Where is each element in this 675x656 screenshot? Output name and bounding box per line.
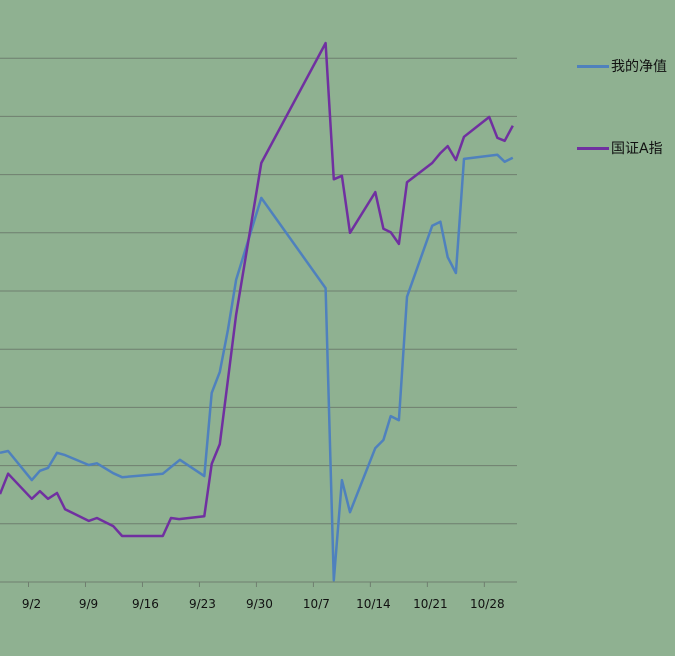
legend-item-index: 国证A指 [577, 138, 663, 158]
x-tick-label: 10/28 [470, 597, 505, 611]
x-tick-label: 9/2 [22, 597, 41, 611]
x-tick-label: 10/7 [303, 597, 330, 611]
legend-label: 我的净值 [611, 59, 667, 75]
legend-label: 国证A指 [611, 141, 663, 157]
x-tick-label: 9/23 [189, 597, 216, 611]
legend-swatch-purple [577, 146, 609, 150]
legend-swatch-blue [577, 64, 609, 68]
x-tick-label: 10/21 [413, 597, 448, 611]
series-line-index [0, 41, 514, 538]
x-tick-label: 9/9 [79, 597, 98, 611]
legend-item-net-value: 我的净值 [577, 56, 667, 76]
x-tick-label: 9/16 [132, 597, 159, 611]
x-tick-label: 10/14 [356, 597, 391, 611]
x-tick-label: 9/30 [246, 597, 273, 611]
